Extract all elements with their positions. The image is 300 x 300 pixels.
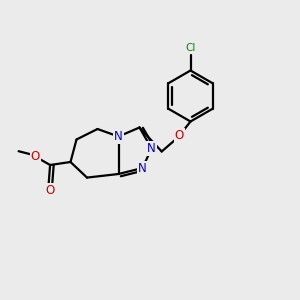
Text: O: O [175,129,184,142]
Text: O: O [46,184,55,197]
Text: N: N [138,161,147,175]
Text: N: N [147,142,156,155]
Text: O: O [31,150,40,163]
Text: Cl: Cl [185,43,196,53]
Text: N: N [114,130,123,143]
